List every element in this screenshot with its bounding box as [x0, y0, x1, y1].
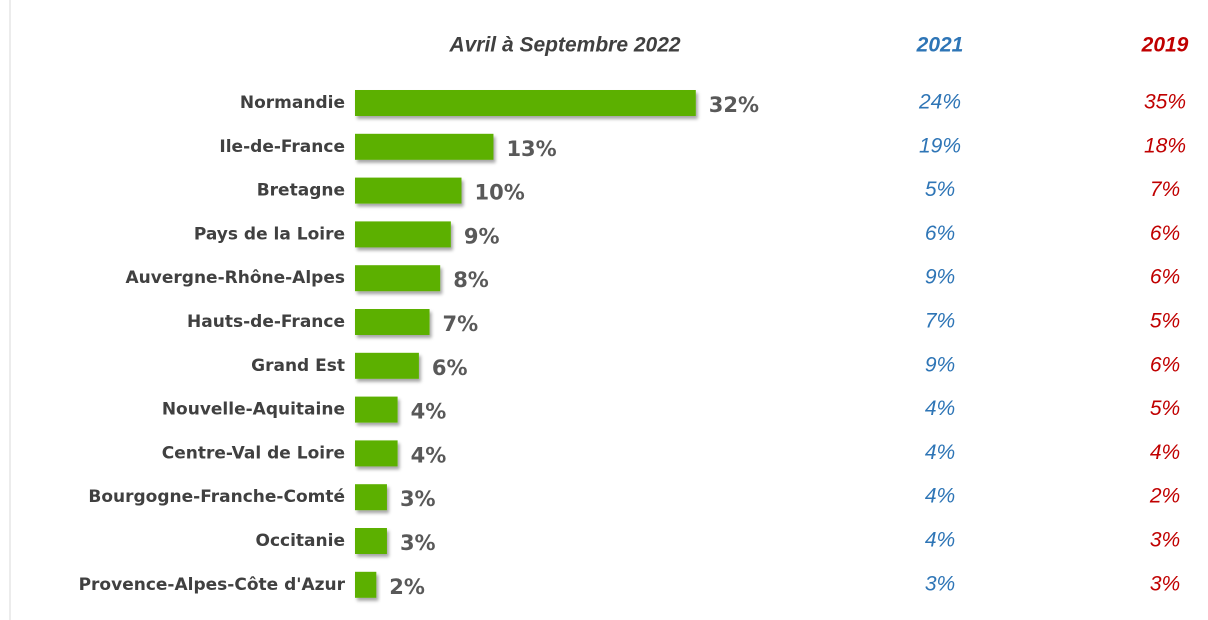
column-value: 3% — [1150, 529, 1180, 552]
column-value: 18% — [1144, 134, 1186, 157]
value-label: 10% — [475, 181, 525, 205]
category-label: Grand Est — [251, 356, 345, 376]
category-label: Hauts-de-France — [187, 312, 345, 332]
column-value: 7% — [925, 310, 955, 333]
column-value: 35% — [1144, 91, 1186, 114]
bar — [355, 90, 696, 116]
category-label: Bretagne — [257, 181, 345, 201]
bar — [355, 352, 419, 379]
value-label: 6% — [432, 356, 468, 380]
chart-title: Avril à Septembre 2022 — [448, 34, 680, 57]
bar — [355, 440, 398, 467]
column-value: 4% — [925, 485, 955, 508]
column-value: 9% — [925, 353, 955, 376]
category-label: Auvergne-Rhône-Alpes — [126, 268, 345, 288]
column-value: 5% — [1150, 310, 1180, 333]
bar — [355, 396, 398, 423]
column-header: 2019 — [1141, 34, 1189, 57]
bar — [355, 221, 451, 248]
category-label: Provence-Alpes-Côte d'Azur — [79, 575, 346, 595]
column-value: 7% — [1150, 178, 1180, 201]
column-header: 2021 — [916, 34, 964, 57]
bar — [355, 133, 494, 160]
bar — [355, 265, 441, 292]
value-label: 4% — [411, 400, 447, 424]
column-value: 6% — [925, 222, 955, 245]
category-label: Bourgogne-Franche-Comté — [88, 487, 345, 507]
column-value: 4% — [925, 397, 955, 420]
column-value: 19% — [919, 134, 961, 157]
value-label: 8% — [453, 268, 489, 292]
category-label: Centre-Val de Loire — [162, 443, 345, 463]
value-label: 13% — [506, 137, 556, 161]
category-label: Occitanie — [256, 531, 346, 551]
column-value: 3% — [925, 572, 955, 595]
column-value: 5% — [1150, 397, 1180, 420]
category-label: Normandie — [240, 93, 345, 113]
bar — [355, 309, 430, 335]
column-value: 4% — [1150, 441, 1180, 464]
value-label: 3% — [400, 531, 436, 555]
column-value: 4% — [925, 529, 955, 552]
value-label: 32% — [709, 93, 759, 117]
value-label: 4% — [411, 443, 447, 467]
category-label: Pays de la Loire — [194, 224, 345, 244]
bar — [355, 571, 377, 598]
bar — [355, 528, 387, 554]
column-value: 6% — [1150, 266, 1180, 289]
column-value: 24% — [918, 91, 961, 114]
value-label: 2% — [389, 575, 425, 599]
value-label: 7% — [443, 312, 479, 336]
bar — [355, 177, 462, 204]
value-label: 9% — [464, 224, 500, 248]
column-value: 9% — [925, 266, 955, 289]
column-value: 6% — [1150, 222, 1180, 245]
column-value: 5% — [925, 178, 955, 201]
column-value: 2% — [1149, 485, 1180, 508]
bar — [355, 484, 387, 511]
column-value: 3% — [1150, 572, 1180, 595]
category-label: Nouvelle-Aquitaine — [162, 400, 345, 420]
value-label: 3% — [400, 487, 436, 511]
column-value: 6% — [1150, 353, 1180, 376]
column-value: 4% — [925, 441, 955, 464]
category-label: Ile-de-France — [219, 137, 345, 157]
